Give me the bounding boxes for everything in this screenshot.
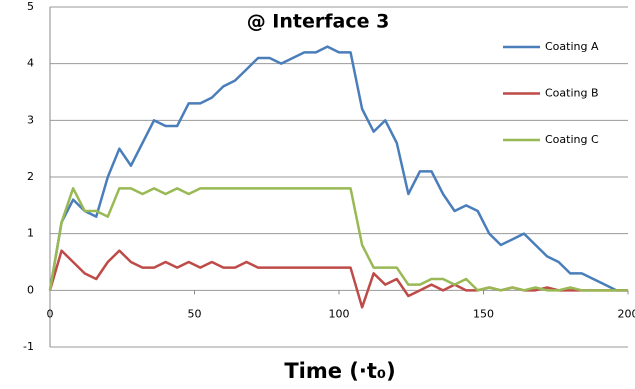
y-tick-label: 2 — [27, 170, 34, 183]
y-tick-label: 3 — [27, 113, 34, 126]
series-line — [48, 249, 628, 309]
x-tick-label: 150 — [473, 307, 494, 320]
x-tick-label: 0 — [47, 307, 54, 320]
series-line — [48, 45, 628, 292]
legend-label: Coating A — [545, 40, 599, 53]
x-tick-label: 100 — [329, 307, 350, 320]
x-tick-label: 50 — [188, 307, 202, 320]
y-tick-label: 0 — [27, 283, 34, 296]
chart-title: @ Interface 3 — [247, 11, 390, 33]
y-tick-label: 5 — [27, 0, 34, 13]
legend-label: Coating B — [545, 87, 599, 100]
y-tick-label: 4 — [27, 57, 34, 70]
x-tick-label: 200 — [618, 307, 635, 320]
legend-label: Coating C — [545, 133, 599, 146]
x-axis-label: Time (·t₀) — [284, 359, 395, 383]
series-line — [48, 187, 628, 292]
y-tick-label: 1 — [27, 227, 34, 240]
y-tick-label: -1 — [23, 340, 34, 353]
